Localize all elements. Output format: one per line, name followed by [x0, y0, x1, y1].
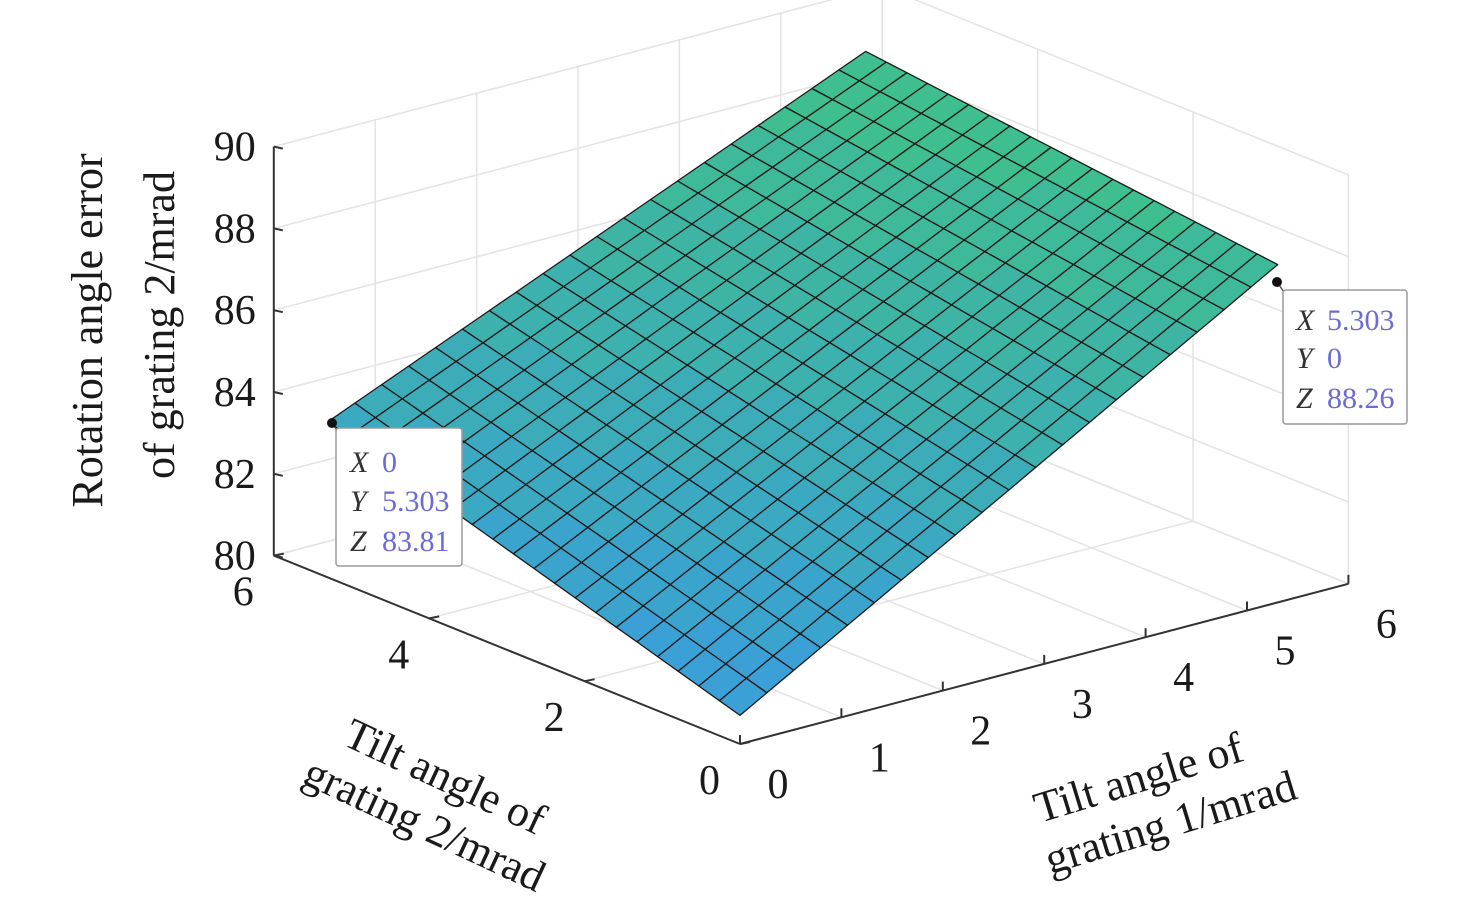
- datatip-key-x: X: [1295, 304, 1316, 337]
- grid-line: [273, 67, 883, 230]
- datatip-value-y: 0: [1327, 342, 1342, 375]
- datatip-key-x: X: [349, 446, 370, 479]
- z-axis-label-line-2: of grating 2/mrad: [135, 171, 184, 479]
- datatip-value-x: 5.303: [1327, 304, 1395, 337]
- datatip-box: [335, 427, 463, 567]
- z-tick-label: 82: [214, 452, 256, 498]
- datatip-key-z: Z: [350, 525, 367, 558]
- surface-mesh: [327, 50, 1279, 717]
- y-tick-label: 4: [388, 632, 409, 678]
- datatip-value-x: 0: [382, 446, 397, 479]
- grid-line: [913, 0, 1349, 176]
- datatip-value-y: 5.303: [382, 485, 450, 518]
- axes: [272, 145, 1350, 745]
- x-axis-label: Tilt angle of grating 1/mrad: [1024, 711, 1302, 884]
- x-tick-label: 1: [869, 735, 890, 781]
- x-tick-label: 2: [970, 709, 991, 755]
- y-tick-label: 6: [233, 570, 254, 616]
- z-tick-mark: [273, 391, 284, 395]
- datatip-value-z: 83.81: [382, 525, 450, 558]
- z-tick-label: 80: [214, 534, 256, 580]
- datatip-key-y: Y: [1296, 342, 1316, 375]
- x-tick-label: 5: [1275, 629, 1296, 675]
- y-axis-label: Tilt angle of grating 2/mrad: [296, 700, 575, 902]
- y-tick-label: 2: [544, 695, 565, 741]
- x-tick-label: 0: [768, 762, 789, 808]
- surface-patch: [718, 677, 768, 717]
- z-axis-label-line-1: Rotation angle error: [63, 153, 112, 508]
- datatip-marker: [327, 418, 337, 428]
- z-tick-label: 86: [214, 288, 256, 334]
- y-axis-line: [273, 554, 741, 745]
- z-tick-mark: [273, 554, 284, 559]
- datatip-value-z: 88.26: [1327, 382, 1395, 415]
- z-tick-mark: [273, 309, 284, 314]
- z-tick-mark: [273, 472, 284, 477]
- y-tick-mark: [584, 678, 595, 683]
- datatip-marker: [1272, 277, 1282, 287]
- z-tick-label: 90: [214, 125, 256, 171]
- z-tick-mark: [273, 227, 284, 232]
- z-tick-mark: [273, 145, 284, 150]
- datatip-box: [1282, 289, 1408, 425]
- y-tick-label: 0: [699, 758, 720, 804]
- datatip-y-5303[interactable]: X 0 Y 5.303 Z 83.81: [327, 418, 463, 567]
- x-tick-label: 3: [1072, 682, 1093, 728]
- x-tick-label: 4: [1173, 655, 1194, 701]
- datatip-key-y: Y: [350, 485, 370, 518]
- datatip-key-z: Z: [1296, 382, 1313, 415]
- z-tick-label: 88: [214, 206, 256, 252]
- x-tick-label: 6: [1376, 602, 1397, 648]
- y-tick-mark: [739, 741, 751, 745]
- grid-line: [273, 0, 834, 148]
- datatip-x-5303[interactable]: X 5.303 Y 0 Z 88.26: [1272, 277, 1408, 425]
- y-tick-mark: [429, 615, 440, 620]
- z-axis-label: Rotation angle error of grating 2/mrad: [63, 142, 184, 507]
- z-tick-label: 84: [214, 370, 256, 416]
